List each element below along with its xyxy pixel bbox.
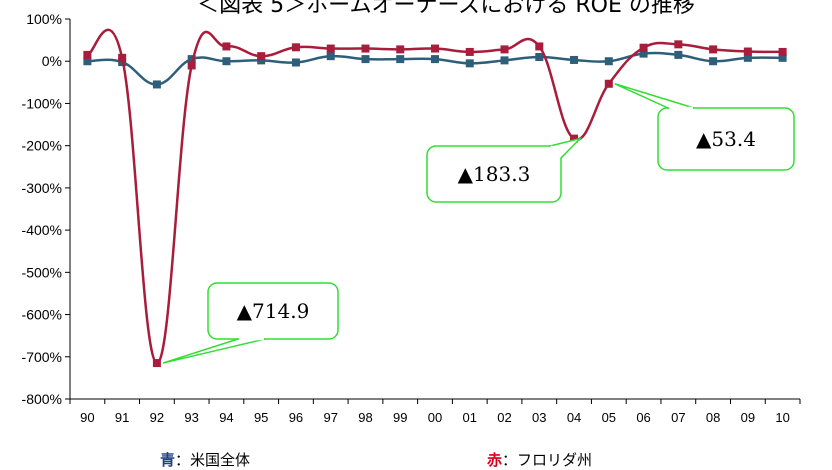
x-tick-label: 92 bbox=[150, 410, 164, 425]
x-tick-label: 09 bbox=[741, 410, 755, 425]
data-point-red bbox=[118, 53, 127, 62]
legend: 青：米国全体 赤：フロリダ州 bbox=[160, 451, 592, 469]
data-point-red bbox=[500, 45, 509, 54]
data-point-blue bbox=[500, 56, 509, 65]
legend-key-red: 赤 bbox=[487, 451, 502, 469]
callout-joint bbox=[550, 145, 561, 159]
x-tick-label: 01 bbox=[463, 410, 477, 425]
callout-box bbox=[657, 107, 795, 171]
data-point-blue bbox=[709, 57, 718, 66]
x-tick-label: 04 bbox=[567, 410, 581, 425]
data-point-blue bbox=[674, 50, 683, 59]
y-tick-label: -600% bbox=[22, 307, 62, 323]
data-point-red bbox=[570, 134, 579, 143]
series-red bbox=[83, 28, 787, 368]
x-tick-label: 06 bbox=[636, 410, 650, 425]
y-tick-label: -700% bbox=[22, 349, 62, 365]
callout-04: ▲183.3 bbox=[426, 137, 583, 203]
data-point-red bbox=[361, 44, 370, 53]
axes: 100% 0% -100% -200% -300% -400% -500% -600% -700… bbox=[22, 11, 801, 425]
y-tick-label: -200% bbox=[22, 138, 62, 154]
data-point-red bbox=[674, 40, 683, 49]
x-tick-label: 05 bbox=[602, 410, 616, 425]
callout-box bbox=[426, 145, 562, 203]
data-point-blue bbox=[570, 55, 579, 64]
data-point-blue bbox=[535, 53, 544, 61]
data-point-blue bbox=[604, 57, 613, 66]
data-point-blue bbox=[361, 55, 370, 64]
callout-label: ▲53.4 bbox=[696, 127, 756, 151]
data-point-blue bbox=[431, 55, 439, 64]
data-point-red bbox=[257, 52, 266, 61]
x-tick-label: 94 bbox=[219, 410, 233, 425]
data-point-red bbox=[152, 359, 161, 368]
legend-label-blue: ：米国全体 bbox=[175, 451, 250, 469]
legend-item-blue: 青：米国全体 bbox=[160, 451, 250, 469]
y-tick-label: 100% bbox=[26, 11, 62, 27]
data-point-red bbox=[83, 50, 92, 59]
x-tick-label: 91 bbox=[115, 410, 129, 425]
y-tick-label: -500% bbox=[22, 264, 62, 280]
data-point-blue bbox=[778, 53, 787, 62]
x-tick-label: 98 bbox=[358, 410, 372, 425]
callout-label: ▲183.3 bbox=[458, 162, 531, 186]
data-point-red bbox=[535, 42, 544, 51]
x-tick-label: 95 bbox=[254, 410, 268, 425]
series-blue bbox=[83, 49, 787, 89]
y-tick-label: -400% bbox=[22, 222, 62, 238]
x-tick-label: 03 bbox=[532, 410, 546, 425]
data-point-red bbox=[743, 47, 752, 56]
data-point-blue bbox=[326, 52, 335, 61]
x-tick-label: 97 bbox=[323, 410, 337, 425]
x-tick-label: 07 bbox=[671, 410, 685, 425]
series-layer bbox=[83, 28, 787, 368]
callout-05: ▲53.4 bbox=[614, 83, 795, 171]
data-point-blue bbox=[396, 55, 405, 64]
data-point-blue bbox=[83, 57, 92, 66]
x-tick-label: 00 bbox=[428, 410, 442, 425]
data-point-red bbox=[222, 42, 231, 51]
x-tick-label: 02 bbox=[497, 410, 511, 425]
x-tick-label: 10 bbox=[775, 410, 789, 425]
data-point-blue bbox=[187, 55, 196, 64]
data-point-red bbox=[326, 44, 335, 53]
y-tick-label: -300% bbox=[22, 180, 62, 196]
callout-label: ▲714.9 bbox=[237, 299, 310, 323]
data-point-red bbox=[709, 45, 718, 54]
data-point-red bbox=[396, 45, 405, 54]
x-tick-label: 93 bbox=[184, 410, 198, 425]
callout-pointer bbox=[614, 83, 695, 109]
y-tick-label: -800% bbox=[22, 391, 62, 407]
data-point-blue bbox=[152, 80, 161, 89]
data-point-blue bbox=[257, 56, 266, 65]
y-tick-label: 0% bbox=[42, 53, 62, 69]
data-point-red bbox=[778, 47, 787, 56]
x-tick-label: 96 bbox=[289, 410, 303, 425]
x-tick-label: 99 bbox=[393, 410, 407, 425]
callout-pointer bbox=[162, 338, 266, 364]
legend-label-red: ：フロリダ州 bbox=[502, 451, 592, 469]
legend-key-blue: 青 bbox=[160, 451, 175, 469]
callouts: ▲714.9 ▲183.3 ▲53.4 bbox=[162, 83, 795, 364]
chart-title: ＜図表 5＞ホームオーナーズにおける ROE の推移 bbox=[197, 0, 695, 18]
y-tick-label: -100% bbox=[22, 95, 62, 111]
callout-box bbox=[207, 282, 339, 340]
data-point-blue bbox=[291, 58, 300, 67]
data-point-red bbox=[291, 43, 300, 52]
data-point-blue bbox=[743, 53, 752, 62]
data-point-red bbox=[639, 43, 648, 52]
data-point-red bbox=[604, 79, 613, 88]
data-point-blue bbox=[222, 57, 231, 66]
data-point-blue bbox=[639, 49, 648, 58]
data-point-red bbox=[187, 61, 196, 70]
x-tick-label: 08 bbox=[706, 410, 720, 425]
data-point-red bbox=[431, 44, 439, 53]
data-point-blue bbox=[465, 59, 474, 68]
x-tick-label: 90 bbox=[80, 410, 94, 425]
callout-92: ▲714.9 bbox=[162, 282, 339, 364]
data-point-red bbox=[465, 47, 474, 56]
legend-item-red: 赤：フロリダ州 bbox=[487, 451, 592, 469]
